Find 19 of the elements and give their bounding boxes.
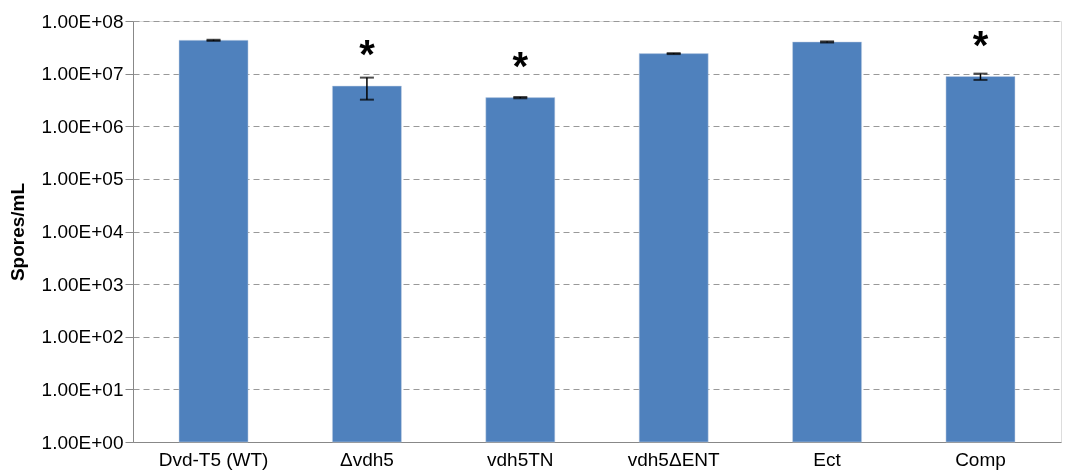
y-tick-label: 1.00E+00: [41, 431, 124, 453]
x-tick-label: vdh5ΔENT: [627, 448, 721, 470]
y-tick-label: 1.00E+05: [41, 168, 124, 190]
y-tick-label: 1.00E+03: [41, 273, 124, 295]
y-axis-title: Spores/mL: [6, 182, 28, 282]
annotation: *: [512, 43, 529, 88]
x-tick-label: Comp: [955, 448, 1006, 470]
y-tick-label: 1.00E+06: [41, 115, 124, 137]
y-tick-label: 1.00E+04: [41, 221, 124, 242]
x-tick-label: Δvdh5: [339, 448, 394, 470]
y-tick-label: 1.00E+07: [41, 63, 124, 85]
x-tick-label: Dvd-T5 (WT): [158, 448, 269, 470]
y-tick-label: 1.00E+02: [41, 326, 124, 348]
annotation: *: [972, 22, 989, 67]
annotation: *: [359, 32, 376, 77]
y-tick-label: 1.00E+08: [41, 10, 124, 32]
y-tick-label: 1.00E+01: [41, 378, 124, 400]
x-tick-label: vdh5TN: [487, 448, 554, 470]
x-tick-label: Ect: [813, 448, 842, 470]
